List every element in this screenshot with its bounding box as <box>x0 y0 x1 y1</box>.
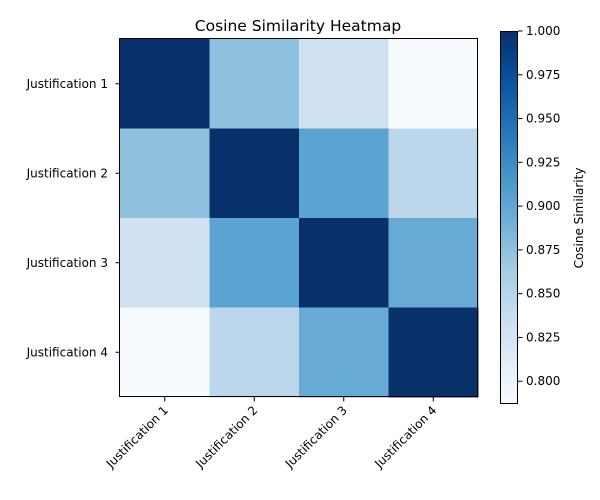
heatmap-cell-r1-c4 <box>388 39 479 129</box>
heatmap-cell-r1-c1 <box>120 39 210 129</box>
x-tick-label: Justification 4 <box>371 403 439 471</box>
heatmap-cell-r2-c1 <box>120 128 210 219</box>
chart-title: Cosine Similarity Heatmap <box>195 17 401 35</box>
x-tick-label: Justification 2 <box>192 403 260 471</box>
y-tick-label: Justification 4 <box>26 345 108 359</box>
heatmap-cell-r4-c2 <box>209 307 300 398</box>
colorbar-tick-label: 0.975 <box>526 68 560 82</box>
y-tick-label: Justification 1 <box>26 77 108 91</box>
heatmap-cell-r3-c3 <box>299 218 389 308</box>
colorbar-tick-label: 0.900 <box>526 199 560 213</box>
heatmap-cell-r2-c2 <box>209 128 300 219</box>
x-tick-label: Justification 3 <box>282 403 350 471</box>
x-axis-ticks: Justification 1 Justification 2 Justificat… <box>103 397 439 471</box>
heatmap-cell-r3-c2 <box>209 218 300 308</box>
colorbar-label: Cosine Similarity <box>572 168 586 269</box>
colorbar-frame <box>500 31 518 404</box>
plot-frame <box>119 38 478 397</box>
colorbar: 0.800 0.825 0.850 0.875 0.900 0.925 0.950 0.975… <box>500 24 586 404</box>
heatmap-cell-r1-c3 <box>299 39 389 129</box>
colorbar-tick-label: 0.825 <box>526 330 560 344</box>
colorbar-ticks: 0.800 0.825 0.850 0.875 0.900 0.925 0.950 0.975… <box>518 24 560 388</box>
y-tick-label: Justification 2 <box>26 166 108 180</box>
colorbar-gradient <box>500 31 518 404</box>
y-tick-label: Justification 3 <box>26 256 108 270</box>
heatmap-cell-r4-c3 <box>299 307 389 398</box>
heatmap-cell-r1-c2 <box>209 39 300 129</box>
heatmap-cell-r4-c4 <box>388 307 479 398</box>
colorbar-tick-label: 0.950 <box>526 112 560 126</box>
colorbar-tick-label: 1.000 <box>526 24 560 38</box>
x-tick-label: Justification 1 <box>103 403 171 471</box>
heatmap-cell-r2-c3 <box>299 128 389 219</box>
heatmap-cell-r4-c1 <box>120 307 210 398</box>
colorbar-tick-label: 0.850 <box>526 287 560 301</box>
colorbar-tick-label: 0.925 <box>526 155 560 169</box>
colorbar-tick-label: 0.875 <box>526 243 560 257</box>
heatmap-cell-r2-c4 <box>388 128 479 219</box>
colorbar-tick-label: 0.800 <box>526 374 560 388</box>
y-axis-ticks: Justification 1 Justification 2 Justificat… <box>26 77 120 359</box>
heatmap-cells <box>120 39 479 398</box>
heatmap-cell-r3-c4 <box>388 218 479 308</box>
heatmap-cell-r3-c1 <box>120 218 210 308</box>
